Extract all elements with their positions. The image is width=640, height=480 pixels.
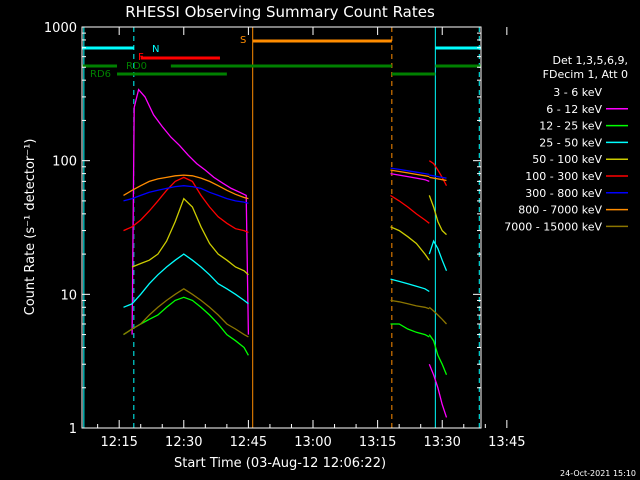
y-tick-label: 1 [69,422,77,437]
footer-date: 24-Oct-2021 15:10 [560,469,636,478]
series-line-300-800-kev [123,185,249,204]
series-line-6-12-kev [428,363,448,418]
legend-entry-800-7000-kev: 800 - 7000 keV [518,204,602,217]
x-tick-label: 13:45 [488,435,525,450]
marker-label-rd0: RD0 [126,61,147,72]
x-tick-label: 13:15 [359,435,396,450]
series-line-25-50-kev [123,253,249,308]
marker-label-rd6: RD6 [90,69,111,80]
series-line-100-300-kev [123,176,249,234]
y-tick-label: 10 [60,288,77,303]
x-axis-label: Start Time (03-Aug-12 12:06:22) [174,456,386,471]
legend-entry-50-100-kev: 50 - 100 keV [532,153,602,166]
x-tick-label: 12:15 [100,435,137,450]
x-tick-label: 12:30 [165,435,202,450]
y-tick-label: 100 [52,155,77,170]
legend: Det 1,3,5,6,9,FDecim 1, Att 0 3 - 6 keV 6 … [504,54,628,233]
series-line-800-7000-kev [123,174,249,200]
y-tick-label: 1000 [44,21,77,36]
series-line-12-25-kev [123,296,249,356]
marker-label-s: S [240,35,246,46]
x-tick-label: 12:45 [230,435,267,450]
chart-title: RHESSI Observing Summary Count Rates [125,3,435,21]
series-line-12-25-kev [390,323,430,338]
legend-header: Det 1,3,5,6,9, [552,54,628,67]
legend-entry-12-25-kev: 12 - 25 keV [539,120,602,133]
series-lines [123,79,452,429]
axes: 12:15 12:30 12:45 13:00 13:15 13:30 13:45 1 10 10… [44,21,526,450]
series-line-3-6-kev [131,79,249,365]
series-line-50-100-kev [390,226,430,261]
series-line-50-100-kev [131,197,249,276]
marker-label-n: N [152,44,159,55]
series-line-800-7000-kev [429,176,447,182]
legend-entry-25-50-kev: 25 - 50 keV [539,136,602,149]
series-line-100-300-kev [428,160,448,186]
legend-entry-300-800-kev: 300 - 800 keV [525,187,602,200]
series-line-300-800-kev [390,167,430,176]
legend-entry-3-6-kev: 3 - 6 keV [553,86,602,99]
series-line-50-100-kev [428,195,447,236]
series-line-7000-15000-kev [428,306,447,325]
plot-frame [81,26,482,429]
series-line-800-7000-kev [390,169,430,178]
series-line-6-12-kev [390,172,430,183]
legend-header: FDecim 1, Att 0 [543,68,628,81]
observing-markers: NF S RD0 RD6 [82,27,481,428]
series-line-7000-15000-kev [390,299,430,310]
legend-entry-100-300-kev: 100 - 300 keV [525,170,602,183]
x-tick-label: 13:30 [423,435,460,450]
series-line-12-25-kev [428,334,448,376]
legend-entry-6-12-kev: 6 - 12 keV [546,103,602,116]
series-line-25-50-kev [390,278,430,293]
series-line-300-800-kev [429,174,447,179]
series-line-100-300-kev [390,194,430,224]
legend-entry-7000-15000-kev: 7000 - 15000 keV [504,220,602,233]
x-tick-label: 13:00 [294,435,331,450]
marker-label-f: F [138,52,144,63]
y-axis-label: Count Rate (s⁻¹ detector⁻¹) [23,139,38,316]
series-line-7000-15000-kev [123,288,249,338]
series-line-6-12-kev [131,88,250,335]
series-line-25-50-kev [428,239,448,272]
